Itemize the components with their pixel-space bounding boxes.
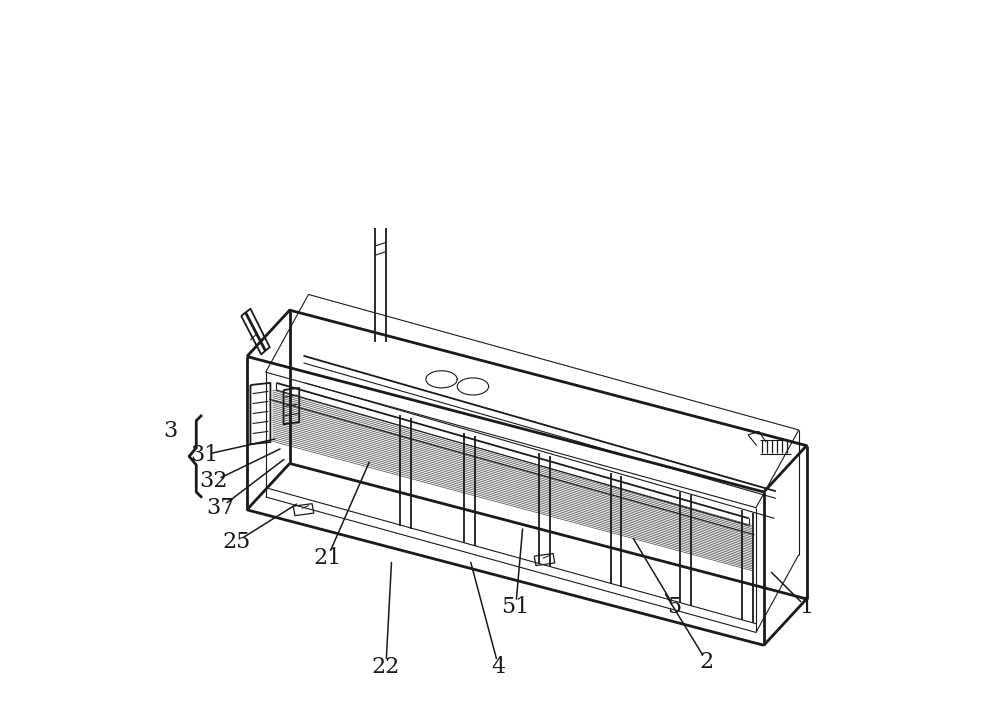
Text: 51: 51 <box>502 597 530 618</box>
Text: 1: 1 <box>800 597 814 618</box>
Text: 25: 25 <box>222 531 250 553</box>
Text: 22: 22 <box>372 656 400 677</box>
Text: 2: 2 <box>700 651 714 672</box>
Text: 21: 21 <box>313 547 342 568</box>
Text: 31: 31 <box>190 444 218 466</box>
Text: 3: 3 <box>163 421 178 442</box>
Text: 4: 4 <box>492 656 506 677</box>
Text: 5: 5 <box>668 597 682 618</box>
Text: 32: 32 <box>199 471 228 492</box>
Text: 37: 37 <box>206 497 235 518</box>
